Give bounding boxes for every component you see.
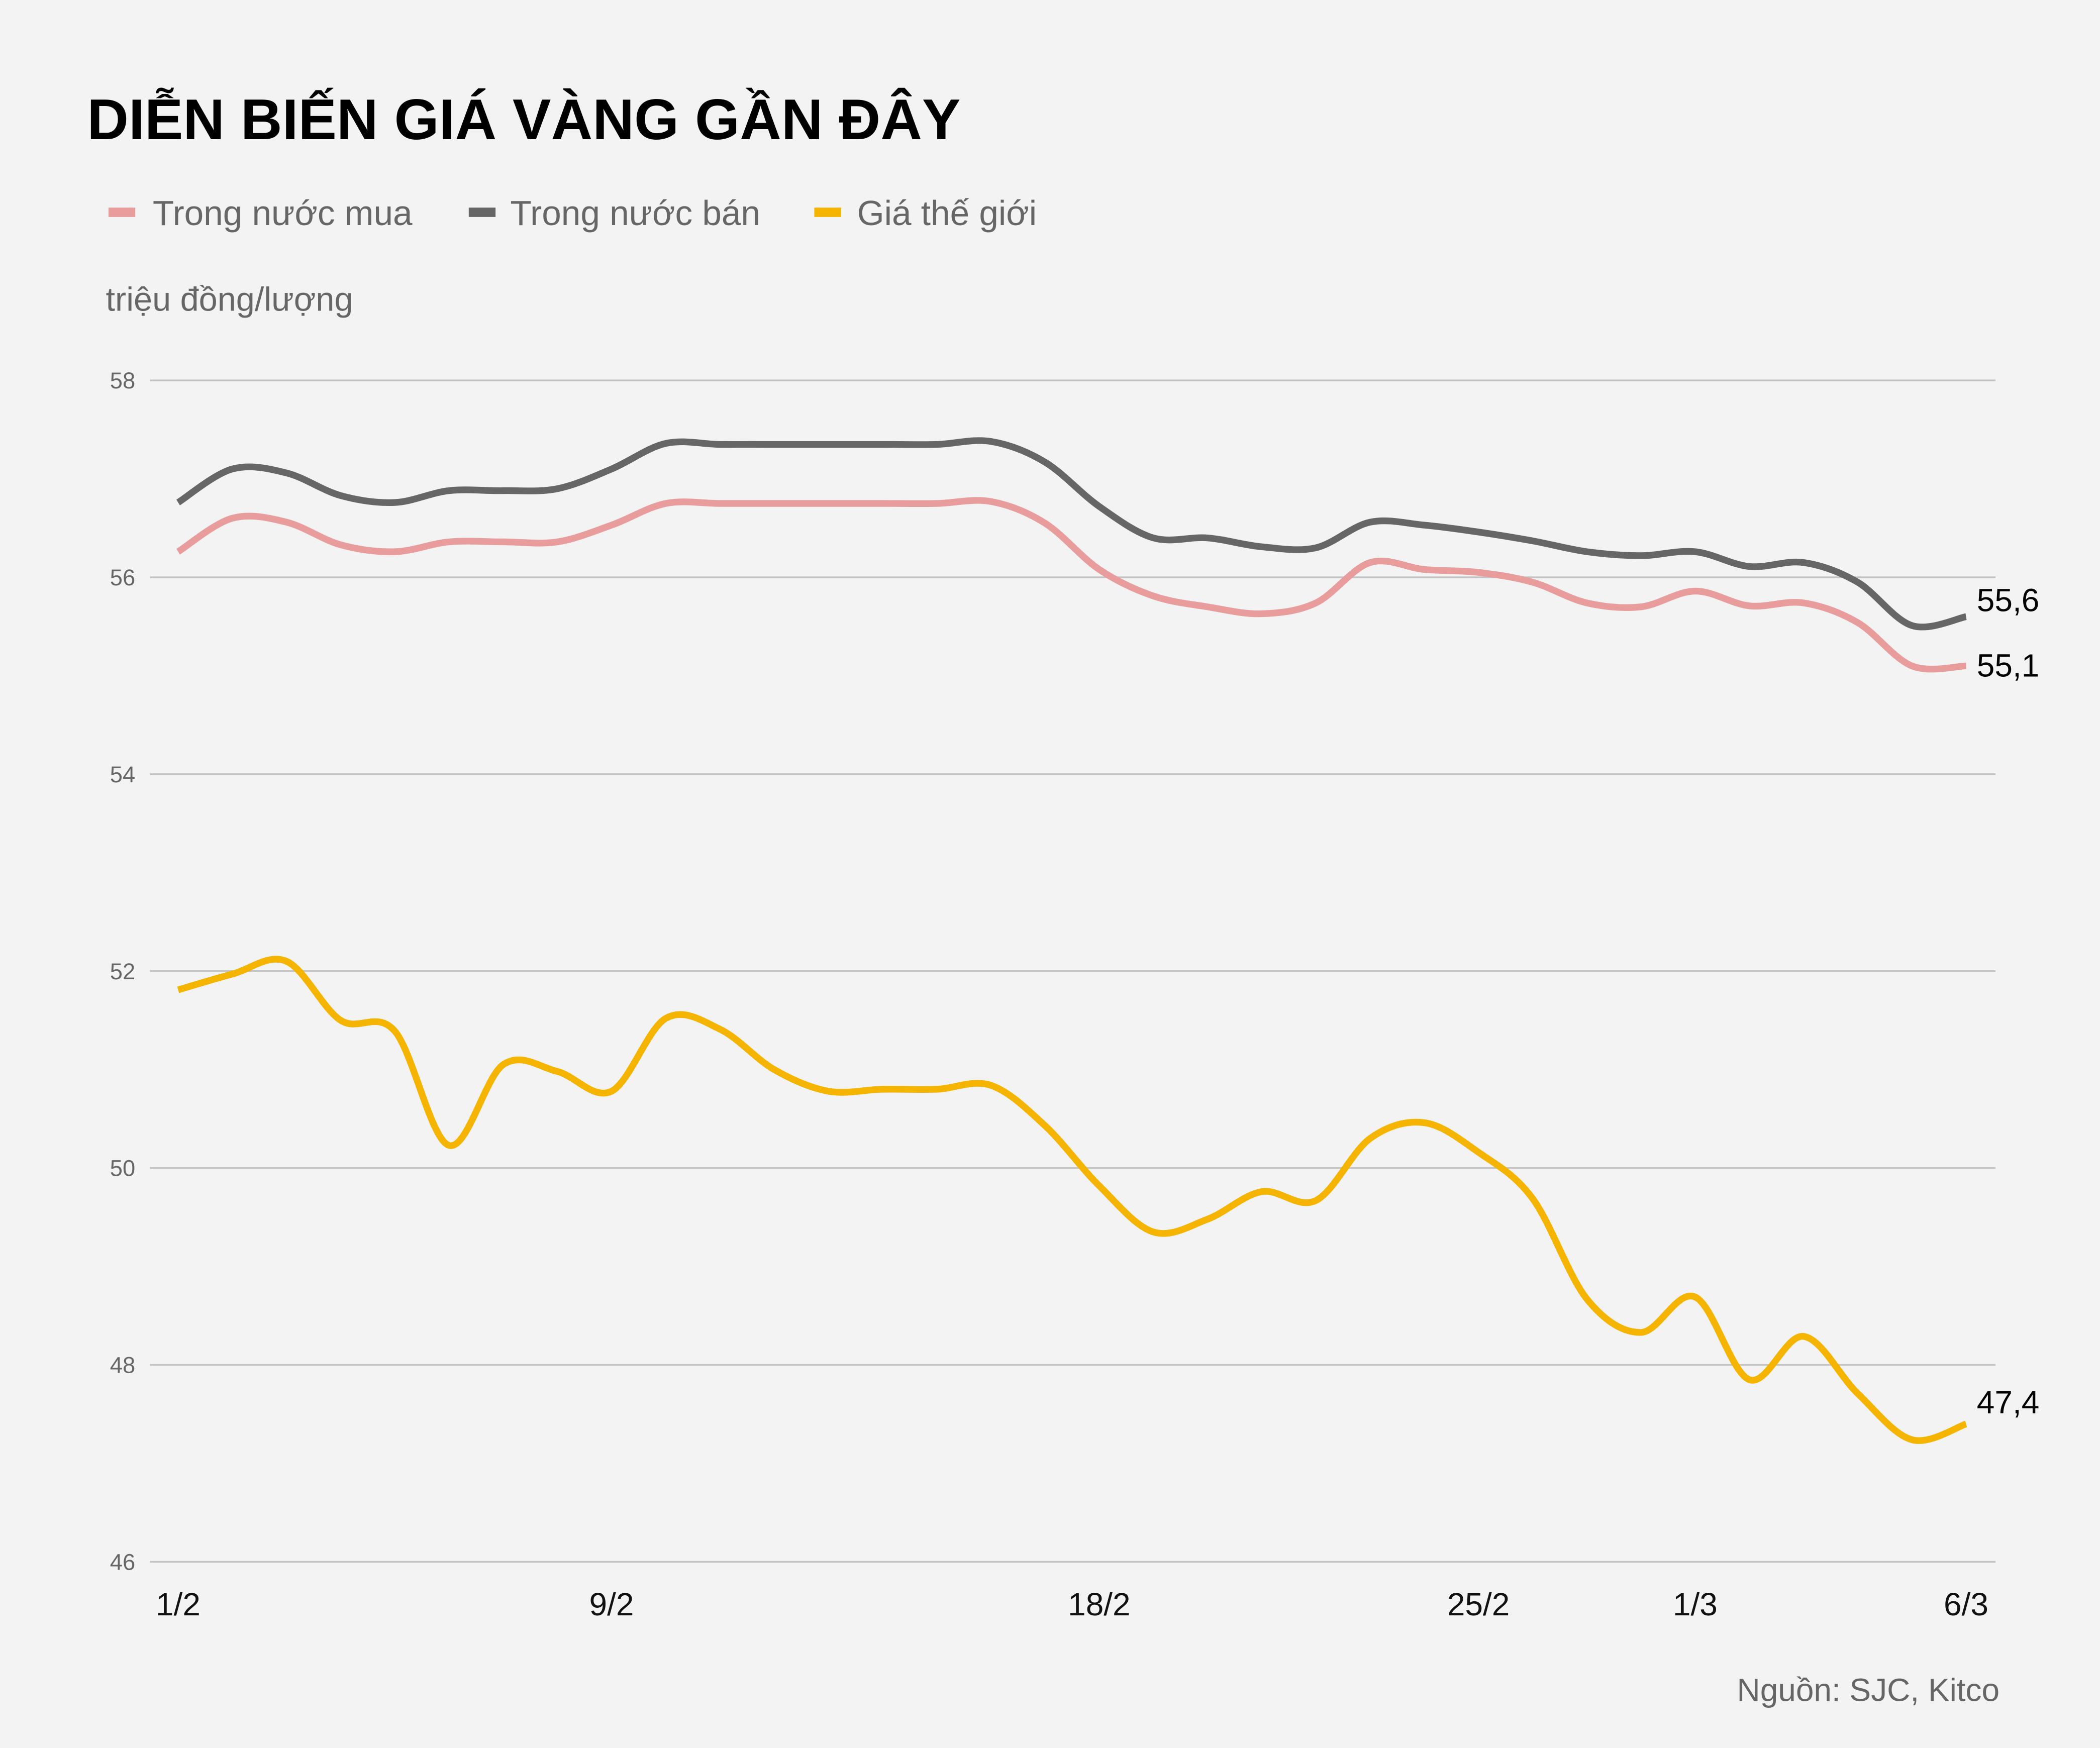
series-line-trong-nuoc-mua [176, 497, 1966, 673]
series-line-trong-nuoc-ban [176, 437, 1967, 631]
end-label-trong-nuoc-mua: 55,1 [1977, 648, 2039, 684]
legend-item-the-gioi[interactable]: Giá thế giới [814, 193, 1037, 233]
y-tick-label: 48 [110, 1353, 135, 1378]
source-note: Nguồn: SJC, Kitco [1737, 1672, 2000, 1708]
x-tick-label: 9/2 [589, 1586, 634, 1622]
y-tick-label: 56 [110, 565, 135, 590]
legend-item-ban[interactable]: Trong nước bán [468, 193, 760, 233]
x-tick-label: 6/3 [1944, 1586, 1988, 1622]
end-labels: 55,1 55,6 47,4 [1977, 582, 2039, 1420]
end-label-trong-nuoc-ban: 55,6 [1977, 582, 2039, 619]
series-line-gia-the-gioi [177, 956, 1967, 1444]
x-tick-label: 1/2 [156, 1586, 201, 1622]
x-tick-label: 1/3 [1673, 1586, 1718, 1622]
y-tick-label: 52 [110, 959, 135, 984]
series-lines [176, 437, 1967, 1444]
y-tick-label: 58 [110, 368, 135, 393]
legend-item-mua[interactable]: Trong nước mua [108, 193, 413, 233]
end-label-gia-the-gioi: 47,4 [1977, 1384, 2039, 1420]
legend: Trong nước mua Trong nước bán Giá thế gi… [108, 193, 1037, 233]
y-axis-unit-label: triệu đồng/lượng [106, 281, 353, 318]
legend-swatch-the-gioi [814, 208, 841, 217]
x-axis-ticks: 1/2 9/2 18/2 25/2 1/3 6/3 [156, 1586, 1988, 1622]
y-tick-label: 50 [110, 1156, 135, 1181]
y-tick-label: 54 [110, 762, 135, 787]
legend-label-mua: Trong nước mua [153, 193, 413, 233]
legend-label-the-gioi: Giá thế giới [857, 193, 1037, 233]
x-tick-label: 25/2 [1447, 1586, 1510, 1622]
legend-swatch-ban [468, 208, 496, 217]
legend-swatch-mua [108, 208, 136, 217]
x-tick-label: 18/2 [1068, 1586, 1130, 1622]
chart-title: DIỄN BIẾN GIÁ VÀNG GẦN ĐÂY [87, 87, 960, 152]
y-tick-label: 46 [110, 1549, 135, 1575]
y-axis-ticks: 46 48 50 52 54 56 58 [110, 368, 135, 1575]
legend-label-ban: Trong nước bán [510, 193, 760, 233]
gridlines [150, 379, 1996, 1563]
